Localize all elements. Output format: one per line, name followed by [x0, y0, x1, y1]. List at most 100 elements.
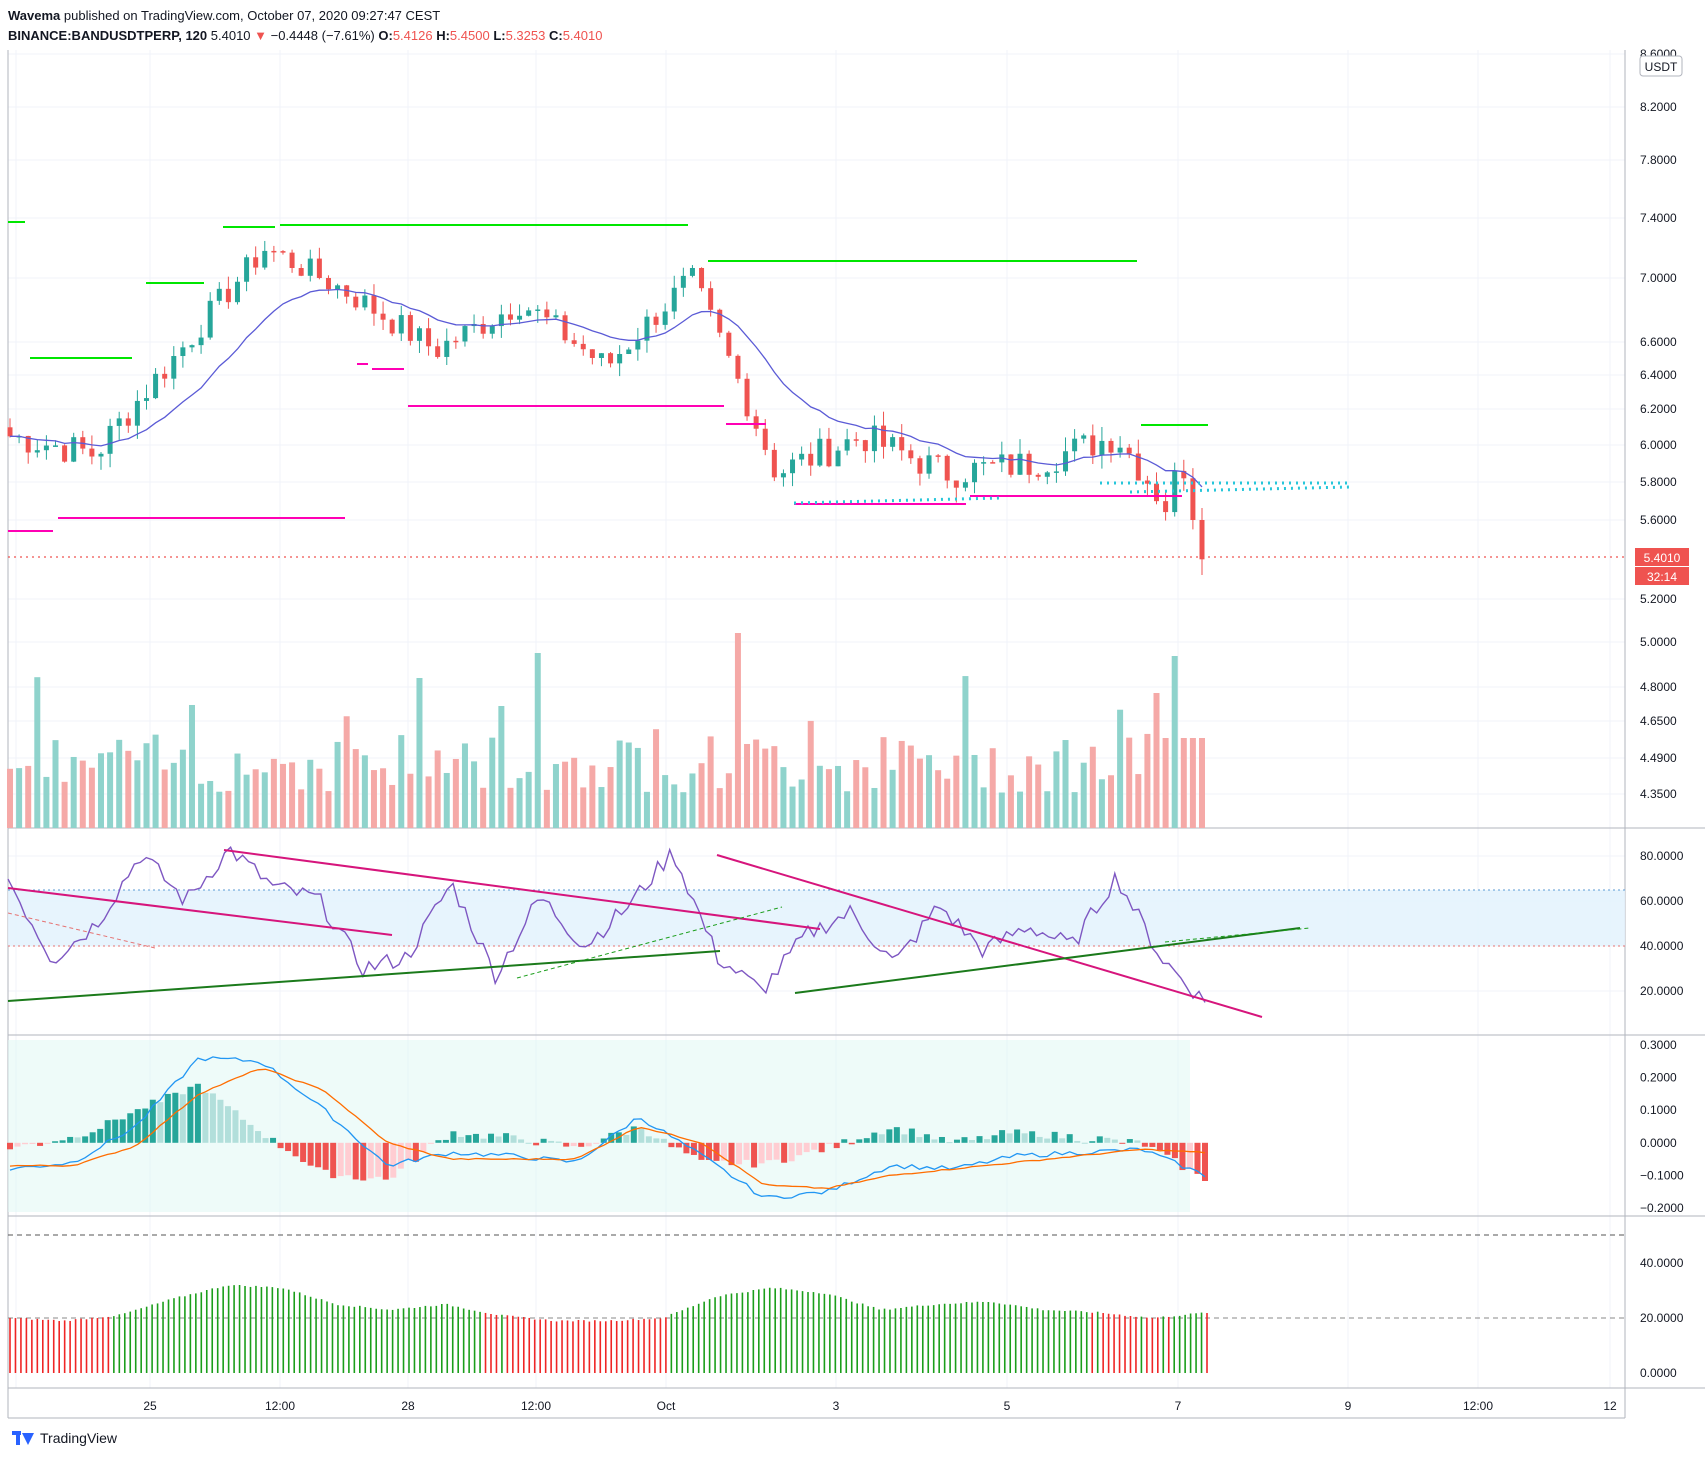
macd-hist-bar: [382, 1142, 389, 1180]
volume-bar: [70, 756, 77, 828]
macd-hist-bar: [292, 1142, 299, 1157]
volume-bar: [471, 761, 478, 828]
volume-bar: [880, 737, 887, 828]
macd-axis[interactable]: 0.3000 0.2000 0.1000 0.0000 −0.1000 −0.2000: [1640, 1038, 1684, 1215]
macd-hist-bar: [285, 1142, 292, 1152]
time-axis[interactable]: 25 12:00 28 12:00 Oct 3 5 7 9 12:00 12: [143, 1399, 1617, 1413]
adx-axis[interactable]: 40.0000 20.0000 0.0000: [1640, 1256, 1684, 1380]
macd-tick: 0.0000: [1640, 1136, 1677, 1150]
macd-hist-bar: [1066, 1134, 1073, 1143]
volume-bar: [989, 748, 996, 828]
macd-hist-bar: [675, 1142, 682, 1148]
macd-hist-bar: [1186, 1142, 1193, 1169]
macd-hist-bar: [585, 1142, 592, 1147]
macd-hist-bar: [548, 1140, 555, 1143]
low-value: 5.3253: [505, 28, 546, 43]
macd-hist-bar: [893, 1127, 900, 1143]
price-tick: 4.8000: [1640, 680, 1677, 694]
volume-bar: [1180, 738, 1187, 828]
macd-hist-bar: [52, 1141, 59, 1143]
footer-brand[interactable]: TradingView: [40, 1430, 118, 1446]
volume-bar: [725, 773, 732, 828]
candle: [1008, 454, 1014, 478]
candle: [1090, 424, 1096, 465]
price-axis[interactable]: 8.60008.20007.80007.40007.00006.60006.40…: [1640, 47, 1677, 801]
candle: [935, 454, 941, 463]
candle: [1081, 433, 1087, 444]
macd-hist-bar: [533, 1142, 540, 1146]
macd-hist-bar: [871, 1132, 878, 1143]
macd-hist-bar: [367, 1142, 374, 1179]
candle: [981, 456, 987, 476]
macd-hist-bar: [1111, 1139, 1118, 1143]
candle: [416, 326, 422, 353]
volume-bar: [1126, 737, 1133, 828]
currency-badge[interactable]: USDT: [1639, 55, 1683, 77]
macd-hist-bar: [22, 1142, 29, 1145]
macd-hist-bar: [97, 1128, 104, 1143]
candle: [344, 284, 350, 304]
macd-hist-bar: [796, 1142, 803, 1156]
volume-bar: [1153, 693, 1160, 828]
candle: [608, 352, 614, 368]
macd-hist-bar: [608, 1132, 615, 1143]
price-tick: 8.2000: [1640, 100, 1677, 114]
tradingview-logo-icon: [12, 1431, 34, 1445]
macd-hist-bar: [202, 1092, 209, 1143]
candle: [1126, 444, 1132, 459]
symbol-label[interactable]: BINANCE:BANDUSDTPERP, 120: [8, 28, 208, 43]
macd-tick: −0.1000: [1640, 1168, 1684, 1182]
price-tick: 6.2000: [1640, 402, 1677, 416]
volume-bar: [816, 765, 823, 828]
macd-hist-bar: [736, 1142, 743, 1165]
volume-bar: [980, 787, 987, 828]
macd-hist-bar: [1006, 1133, 1013, 1143]
macd-hist-bar: [811, 1142, 818, 1150]
macd-hist-bar: [638, 1128, 645, 1143]
volume-bar: [643, 791, 650, 828]
candle: [262, 240, 268, 270]
macd-hist-bar: [142, 1108, 149, 1143]
macd-hist-bar: [728, 1142, 735, 1166]
macd-hist-bar: [1089, 1141, 1096, 1143]
macd-hist-bar: [397, 1142, 404, 1169]
volume-bar: [279, 763, 286, 828]
candle: [862, 439, 868, 463]
macd-hist-bar: [104, 1120, 111, 1143]
macd-hist-bar: [1194, 1142, 1201, 1174]
macd-hist-bar: [938, 1136, 945, 1143]
publisher-name[interactable]: Wavema: [8, 8, 61, 23]
macd-hist-bar: [172, 1092, 179, 1143]
volume-bar: [480, 787, 487, 828]
time-tick: 12:00: [265, 1399, 295, 1413]
macd-hist-bar: [518, 1139, 525, 1143]
candle: [1044, 470, 1050, 485]
volume-bar: [616, 740, 623, 828]
candle: [116, 411, 122, 440]
volume-bar: [461, 743, 468, 828]
macd-hist-bar: [705, 1142, 712, 1160]
candle: [1172, 462, 1178, 517]
published-text: published on TradingView.com, October 07…: [63, 8, 441, 23]
rsi-axis[interactable]: 80.0000 60.0000 40.0000 20.0000: [1640, 849, 1684, 998]
macd-hist-bar: [1202, 1142, 1208, 1181]
volume-bar: [1053, 751, 1060, 828]
volume-bar: [398, 735, 405, 828]
volume-bar: [234, 753, 241, 828]
volume-bar: [898, 740, 905, 828]
candle: [1154, 472, 1160, 505]
candle: [653, 312, 659, 333]
currency-label: USDT: [1645, 60, 1678, 74]
volume-bar: [134, 760, 141, 828]
volume-bar: [107, 752, 114, 828]
macd-hist-bar: [923, 1134, 930, 1143]
pane-borders: [7, 50, 1705, 1419]
candle: [216, 282, 222, 305]
macd-hist-bar: [262, 1138, 269, 1143]
volume-bar: [452, 758, 459, 828]
candle: [98, 452, 104, 470]
macd-line: [9, 1056, 1206, 1199]
macd-hist-bar: [818, 1142, 825, 1153]
high-value: 5.4500: [449, 28, 490, 43]
